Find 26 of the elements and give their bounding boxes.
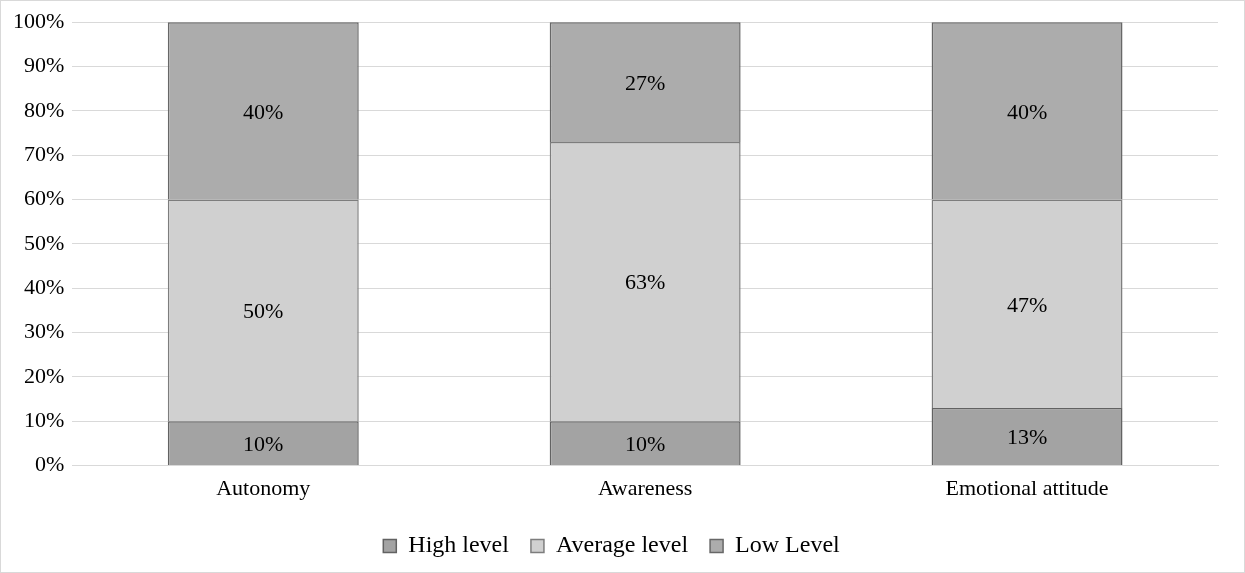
x-tick-label: Awareness xyxy=(597,474,693,500)
data-label: 10% xyxy=(243,430,284,456)
y-tick-label: 70% xyxy=(24,141,65,166)
legend-label: High level xyxy=(408,531,510,558)
data-label: 40% xyxy=(1006,98,1048,124)
y-tick-label: 50% xyxy=(24,229,65,255)
y-tick-label: 80% xyxy=(24,96,65,122)
x-tick-label: Autonomy xyxy=(216,474,311,500)
x-tick-label: Emotional attitude xyxy=(945,474,1109,500)
data-label: 40% xyxy=(243,98,284,124)
data-label: 50% xyxy=(243,298,284,324)
data-label: 10% xyxy=(625,430,666,456)
y-tick-label: 60% xyxy=(24,185,65,211)
y-tick-label: 100% xyxy=(13,7,65,33)
legend-label: Average level xyxy=(555,531,689,558)
y-tick-label: 30% xyxy=(24,318,65,344)
y-tick-label: 20% xyxy=(24,362,65,388)
y-tick-label: 10% xyxy=(24,407,65,433)
data-label: 27% xyxy=(625,69,666,95)
data-label: 13% xyxy=(1006,424,1048,450)
data-label: 63% xyxy=(625,269,666,295)
legend-label: Low Level xyxy=(735,531,841,558)
y-tick-label: 0% xyxy=(35,451,65,477)
y-tick-label: 90% xyxy=(24,52,65,78)
y-tick-label: 40% xyxy=(24,274,65,300)
data-label: 47% xyxy=(1006,291,1048,317)
